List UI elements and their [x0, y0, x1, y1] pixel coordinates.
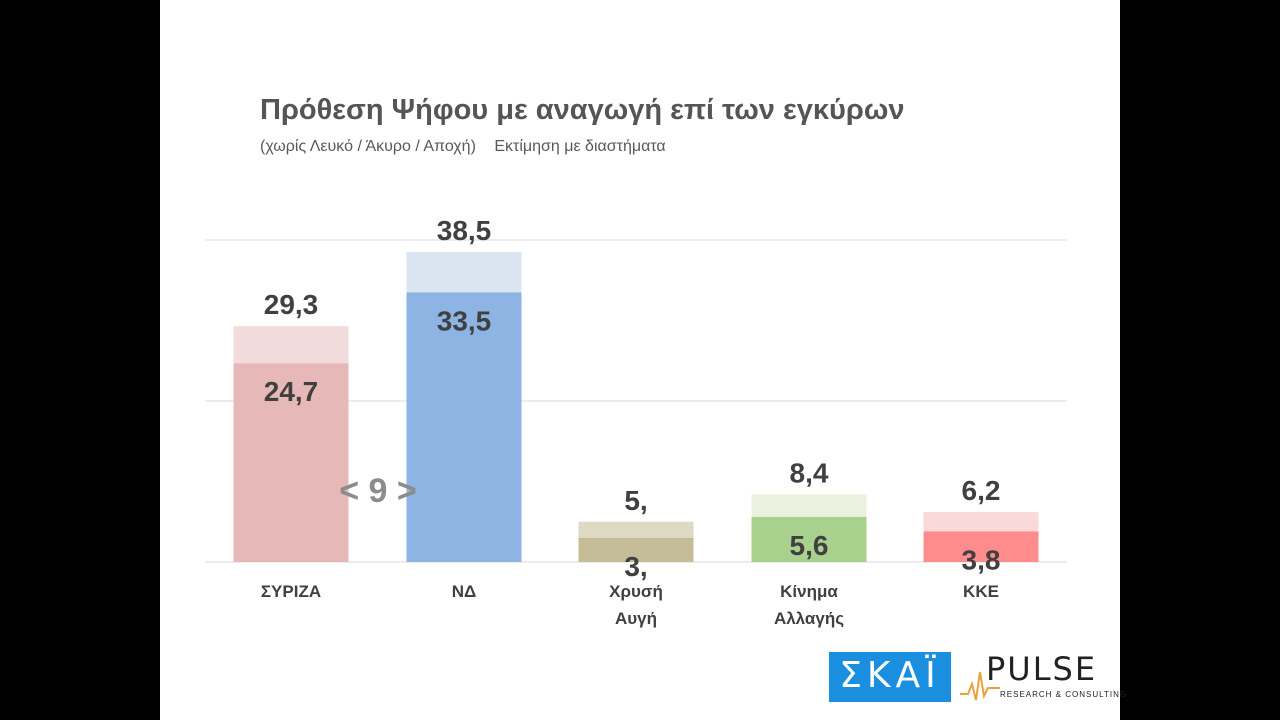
pulse-wave-icon — [960, 671, 1000, 701]
bar-upper-4 — [923, 512, 1039, 532]
bar-lower-2 — [578, 537, 694, 562]
data-label-low-2: 3, — [624, 551, 647, 582]
data-label-high-3: 8,4 — [790, 457, 829, 488]
bar-upper-3 — [751, 494, 867, 517]
category-label-3-0: Κίνημα — [780, 582, 838, 601]
category-label-3-1: Αλλαγής — [774, 609, 844, 628]
slide: Πρόθεση Ψήφου με αναγωγή επί των εγκύρων… — [160, 0, 1126, 720]
category-label-2-0: Χρυσή — [609, 582, 663, 601]
category-label-2-1: Αυγή — [615, 609, 657, 628]
pulse-logo: PULSE RESEARCH & CONSULTING — [960, 650, 1126, 706]
bar-upper-2 — [578, 521, 694, 538]
data-label-low-3: 5,6 — [790, 530, 829, 561]
pulse-tagline: RESEARCH & CONSULTING — [1000, 690, 1128, 699]
data-label-low-1: 33,5 — [437, 305, 492, 336]
bar-chart: 24,7 29,3 ΣΥΡΙΖΑ 33,5 38,5 ΝΔ 3, 5, Χρυσή Αυγή 5,6… — [205, 215, 1067, 628]
bar-lower-4 — [923, 531, 1039, 562]
bar-upper-0 — [233, 326, 349, 364]
category-label-0-0: ΣΥΡΙΖΑ — [261, 582, 321, 601]
category-label-4-0: ΚΚΕ — [963, 582, 999, 601]
data-label-high-4: 6,2 — [962, 475, 1001, 506]
bar-upper-1 — [406, 252, 522, 293]
data-label-low-4: 3,8 — [962, 544, 1001, 575]
data-label-high-1: 38,5 — [437, 215, 492, 246]
data-label-high-0: 29,3 — [264, 289, 319, 320]
bar-lower-0 — [233, 363, 349, 562]
bar-lower-3 — [751, 516, 867, 562]
pulse-logo-text: PULSE — [986, 650, 1098, 688]
subtitle-note: Εκτίμηση με διαστήματα — [494, 138, 666, 155]
chart-title: Πρόθεση Ψήφου με αναγωγή επί των εγκύρων — [260, 94, 905, 126]
data-label-low-0: 24,7 — [264, 376, 319, 407]
skai-logo: ΣΚΑΪ — [829, 652, 951, 702]
subtitle-text: (χωρίς Λευκό / Άκυρο / Αποχή) — [260, 138, 476, 155]
data-label-high-2: 5, — [624, 485, 647, 516]
category-label-1-0: ΝΔ — [452, 582, 477, 601]
skai-logo-text: ΣΚΑΪ — [839, 655, 941, 696]
chart-subtitle: (χωρίς Λευκό / Άκυρο / Αποχή) Εκτίμηση μ… — [260, 138, 666, 156]
gap-annotation: < 9 > — [339, 472, 417, 510]
bar-lower-1 — [406, 292, 522, 562]
